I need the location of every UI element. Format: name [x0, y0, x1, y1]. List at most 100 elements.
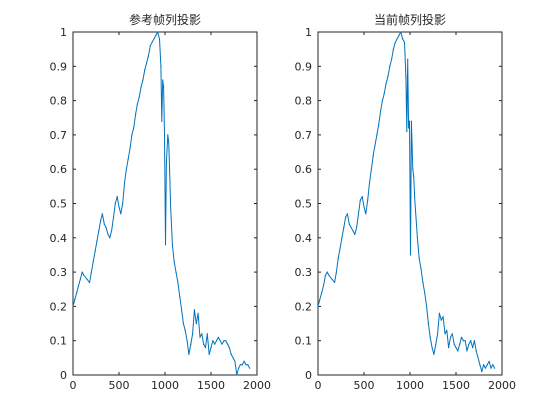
left-data-point — [160, 65, 162, 67]
left-y-tick-label: 0.1 — [50, 335, 68, 348]
left-data-point — [76, 292, 78, 294]
right-data-point — [472, 347, 474, 349]
right-chart-title: 当前帧列投影 — [374, 12, 446, 27]
left-data-point — [201, 333, 203, 335]
left-data-point — [135, 113, 137, 115]
left-data-point — [161, 120, 163, 122]
right-data-point — [367, 199, 369, 201]
left-data-point — [249, 367, 251, 369]
left-data-point — [192, 333, 194, 335]
left-data-point — [214, 343, 216, 345]
right-y-tick-label: 0.7 — [295, 129, 313, 142]
left-x-tick-label: 0 — [70, 379, 77, 392]
right-y-tick-label: 0 — [305, 369, 312, 382]
right-y-tick-label: 0.5 — [295, 198, 313, 211]
right-data-point — [403, 41, 406, 43]
left-data-point — [165, 161, 167, 163]
right-y-tick-label: 0.1 — [295, 335, 313, 348]
left-data-point — [190, 343, 192, 345]
right-data-point — [356, 226, 358, 229]
left-data-point — [136, 103, 138, 105]
right-data-point — [319, 298, 321, 301]
right-y-tick-label: 0.3 — [295, 266, 313, 279]
right-y-tick-label: 0.8 — [295, 95, 313, 108]
left-data-point — [245, 364, 247, 366]
right-data-point — [372, 154, 374, 157]
left-data-point — [175, 271, 177, 273]
right-data-point — [449, 336, 452, 338]
left-data-point — [181, 309, 183, 311]
right-axis-ticks: 0 500 1000 1500 2000 0 0.1 0.2 0.3 0.4 0.5 0.6 0.7 0.… — [295, 26, 517, 392]
left-data-point — [208, 353, 210, 355]
right-x-tick-label: 500 — [354, 379, 375, 392]
right-data-point — [337, 257, 339, 259]
right-data-point — [464, 340, 466, 342]
right-x-tick-label: 2000 — [488, 379, 516, 392]
left-data-point — [238, 367, 240, 369]
right-data-point — [475, 350, 477, 352]
left-y-tick-label: 0.4 — [50, 232, 68, 245]
left-data-point — [236, 374, 238, 376]
left-data-point — [239, 364, 241, 366]
left-data-point — [182, 323, 184, 325]
left-y-tick-label: 0.8 — [50, 95, 68, 108]
right-data-point — [413, 175, 415, 177]
right-data-point — [484, 367, 486, 369]
right-data-point — [392, 48, 394, 50]
left-data-point — [197, 312, 199, 314]
left-data-point — [72, 305, 74, 307]
right-data-point — [424, 292, 426, 294]
right-data-point — [359, 199, 361, 201]
right-data-point — [343, 226, 345, 229]
right-data-point — [486, 364, 488, 366]
left-y-tick-label: 0.3 — [50, 266, 68, 279]
left-data-point — [90, 271, 92, 273]
left-data-point — [210, 347, 212, 349]
right-data-point — [431, 347, 433, 349]
left-data-point — [100, 220, 102, 222]
right-data-point — [324, 274, 326, 277]
left-data-point — [109, 237, 111, 239]
left-data-point — [153, 38, 155, 40]
left-y-tick-label: 0.6 — [50, 163, 68, 176]
left-data-point — [123, 182, 126, 184]
right-y-tick-label: 1 — [305, 26, 312, 39]
right-data-point — [365, 213, 367, 215]
left-data-point — [103, 223, 105, 225]
left-data-point — [122, 202, 124, 205]
left-data-point — [155, 34, 157, 37]
right-data-point — [429, 336, 431, 338]
left-x-tick-label: 1500 — [197, 379, 225, 392]
left-data-point — [125, 168, 127, 170]
left-data-point — [101, 213, 103, 215]
left-data-point — [116, 196, 118, 198]
right-data-point — [405, 76, 407, 78]
left-data-point — [186, 340, 188, 342]
right-data-point — [374, 144, 376, 146]
left-data-point — [243, 360, 245, 362]
left-data-point — [94, 250, 96, 253]
left-data-point — [164, 244, 167, 246]
left-data-point — [230, 353, 232, 355]
left-chart-title: 参考帧列投影 — [129, 12, 201, 27]
left-data-point — [219, 340, 221, 342]
left-data-point — [221, 343, 223, 345]
right-data-point — [357, 213, 360, 215]
right-data-point — [385, 82, 387, 84]
right-data-point — [437, 333, 439, 335]
left-data-point — [206, 333, 208, 335]
left-data-point — [171, 244, 173, 246]
right-data-point — [446, 329, 448, 331]
right-data-point — [470, 340, 472, 342]
right-data-point — [326, 271, 328, 273]
right-data-point — [455, 347, 457, 349]
left-data-point — [173, 261, 175, 263]
left-data-point — [223, 340, 225, 342]
right-data-point — [389, 65, 391, 67]
left-data-point — [167, 134, 169, 136]
left-data-point — [133, 127, 135, 129]
right-data-point — [322, 285, 325, 287]
left-data-point — [74, 298, 76, 301]
right-data-point — [490, 367, 492, 369]
left-data-point — [77, 285, 80, 287]
